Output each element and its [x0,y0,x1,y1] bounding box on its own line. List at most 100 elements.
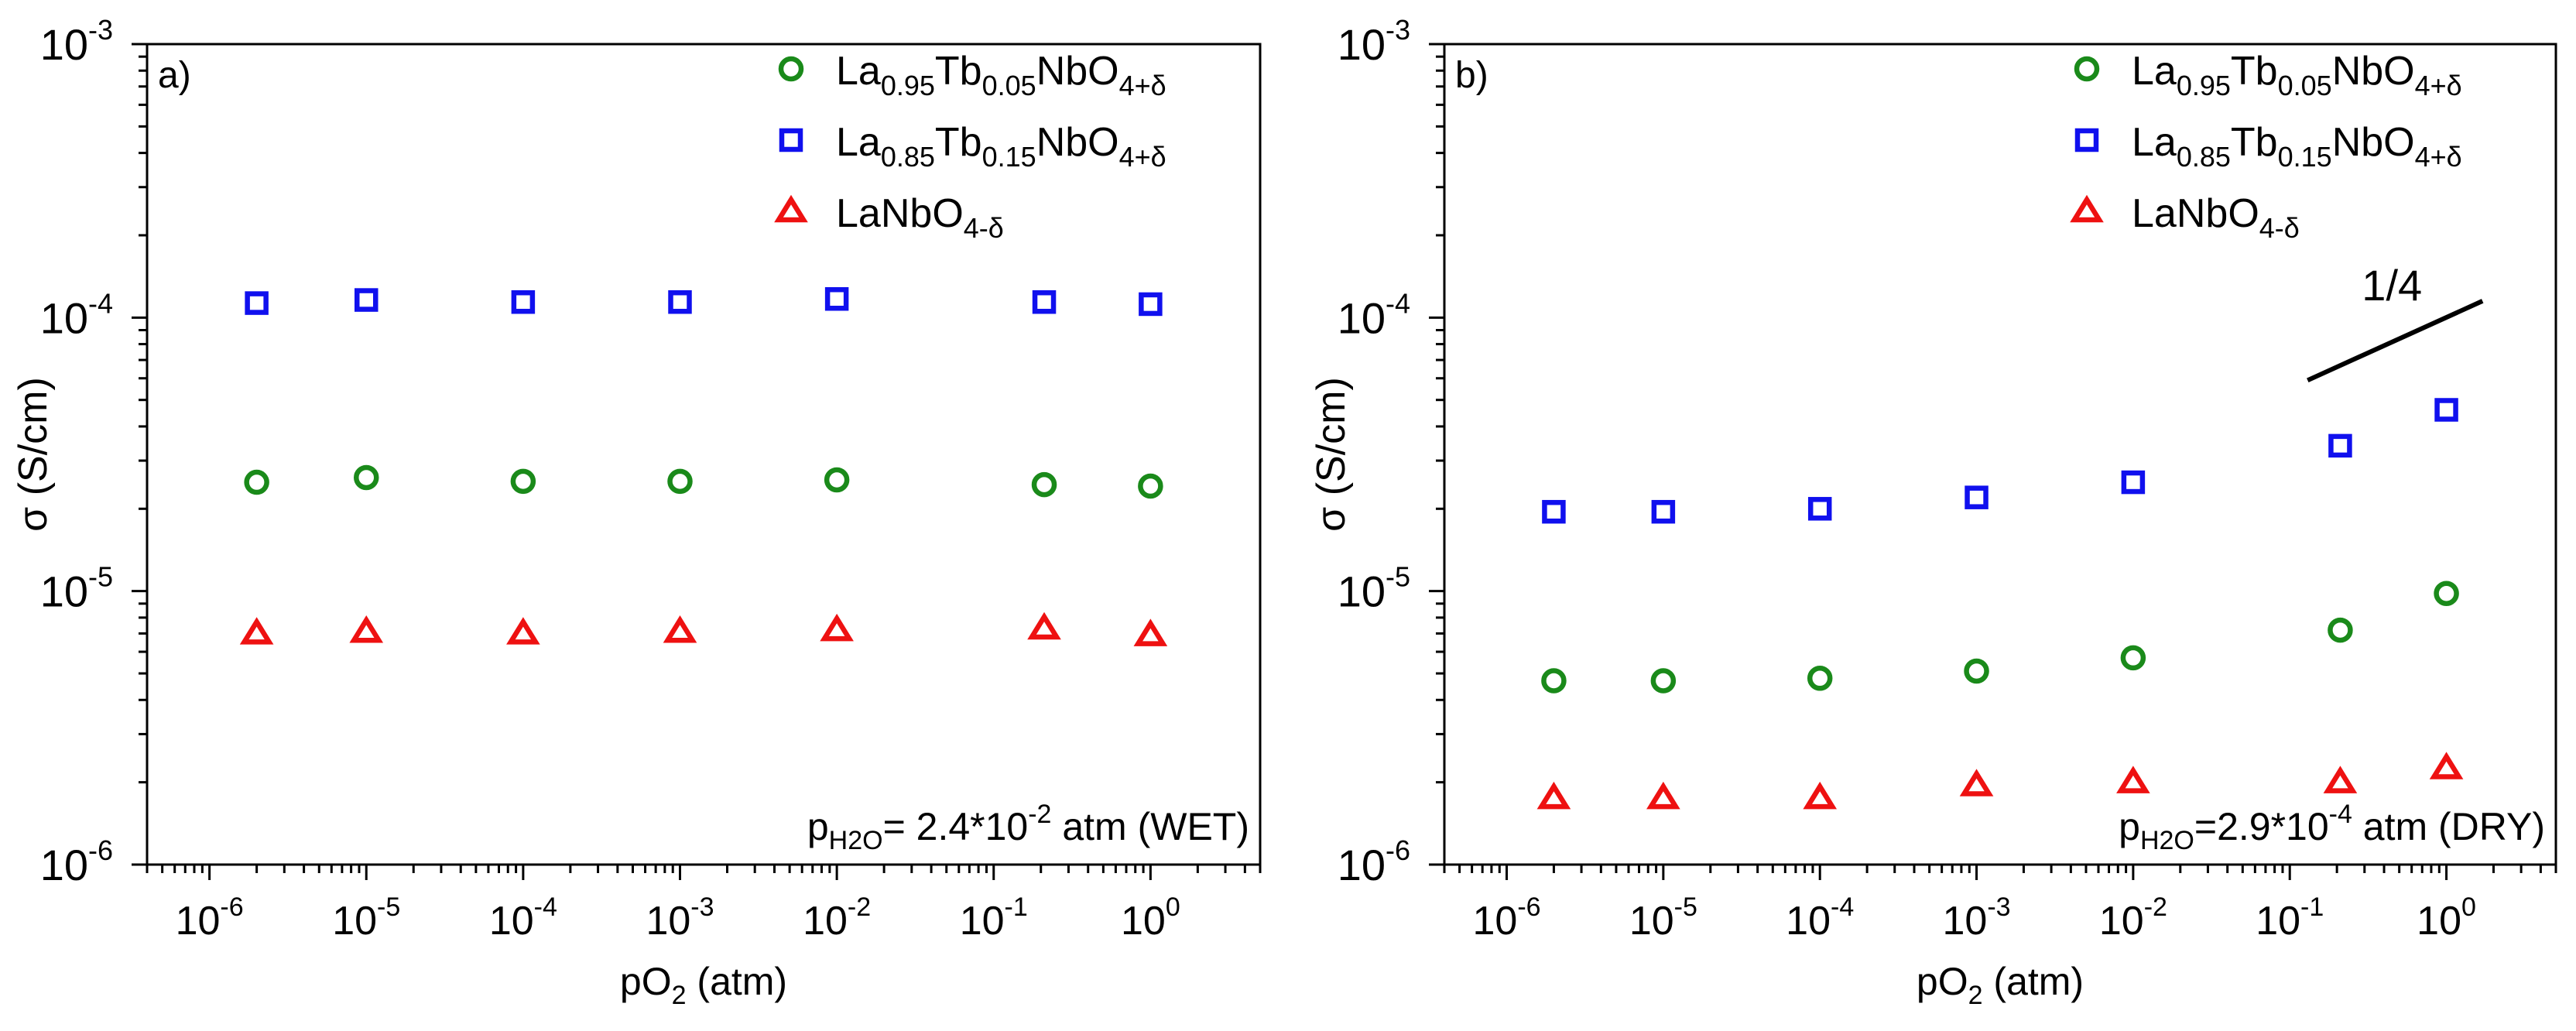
legend-marker [2070,194,2104,223]
data-point [1536,781,1571,810]
data-point [1541,668,1567,694]
data-point [506,617,540,645]
data-point [1965,485,1989,509]
plot-frame [146,43,1262,866]
x-tick-label: 100 [1121,892,1180,944]
data-point [1959,769,1994,796]
y-axis-label: σ (S/cm) [11,377,56,532]
y-tick-label: 10-4 [40,287,113,342]
legend: La0.95Tb0.05NbO4+δ La0.85Tb0.15NbO4+δ LaNb… [774,49,1166,244]
data-point [2429,752,2464,779]
legend-marker [779,128,803,152]
y-tick-label: 10-5 [40,561,113,616]
legend-marker [774,194,808,223]
data-point [820,613,854,642]
data-point [245,291,269,315]
x-tick-label: 100 [2417,892,2476,944]
x-tick-label: 10-6 [176,892,244,944]
x-tick-label: 10-6 [1472,892,1540,944]
conditions-annotation: pH2O=2.9*10-4 atm (DRY) [2119,800,2545,855]
y-tick-label: 10-3 [40,14,113,69]
conditions-annotation: pH2O= 2.4*10-2 atm (WET) [807,800,1249,855]
x-tick-label: 10-3 [646,892,714,944]
series-square [245,286,1163,317]
data-point [668,289,692,314]
series-circle [244,464,1163,499]
legend-marker [2074,128,2099,152]
data-point [1139,292,1163,317]
data-point [2434,581,2459,607]
data-point [1650,668,1677,694]
panel-a: 10-6 10-5 10-4 10-3 10-2 10-1 10010-610-510-41… [11,14,1262,1010]
panel-b: 10-6 10-5 10-4 10-3 10-2 10-1 10010-610-510-41… [1309,14,2557,1010]
data-point [1964,658,1989,684]
legend-label: La0.95Tb0.05NbO4+δ [836,49,1166,101]
data-point [2434,398,2458,422]
data-point [2328,433,2352,458]
data-point [2116,766,2150,793]
data-point [2323,766,2358,793]
legend-label: La0.85Tb0.15NbO4+δ [2132,120,2462,173]
legend-label: La0.85Tb0.15NbO4+δ [836,120,1166,173]
legend-label: LaNbO4-δ [836,191,1004,244]
panel-label: b) [1455,55,1488,96]
y-tick-label: 10-4 [1338,287,1410,342]
data-point [1542,499,1566,524]
slope-line [2307,299,2484,383]
legend-marker [778,56,804,82]
x-axis-label: pO2 (atm) [1917,960,2084,1010]
x-tick-label: 10-4 [489,892,557,944]
data-point [354,464,379,491]
data-point [1646,781,1680,810]
y-tick-label: 10-3 [1338,14,1410,69]
y-tick-label: 10-6 [40,834,113,889]
legend-label: LaNbO4-δ [2132,191,2300,244]
data-point [667,468,693,495]
series-circle [1541,581,2459,694]
x-tick-label: 10-1 [2256,892,2324,944]
y-tick-label: 10-5 [1338,561,1410,616]
data-point [1651,499,1676,524]
x-tick-labels: 10-6 10-5 10-4 10-3 10-2 10-1 100 [1472,892,2475,944]
data-point [824,467,850,493]
y-tick-labels: 10-6 10-5 10-4 10-3 [40,14,113,889]
panel-label: a) [158,55,191,96]
data-point [663,615,697,643]
series-triangle [1536,752,2464,810]
x-tick-label: 10-5 [1629,892,1697,944]
data-point [1027,611,1061,640]
data-point [1031,471,1057,498]
x-tick-label: 10-2 [803,892,871,944]
x-tick-label: 10-5 [332,892,400,944]
legend-label: La0.95Tb0.05NbO4+δ [2132,49,2462,101]
data-point [244,469,269,495]
data-point [510,468,536,495]
series-square [1542,398,2458,524]
y-tick-labels: 10-6 10-5 10-4 10-3 [1338,14,1410,889]
x-axis-label: pO2 (atm) [620,960,787,1010]
slope-label: 1/4 [2362,261,2422,310]
data-point [1803,781,1838,810]
data-point [824,286,849,311]
data-point [1138,473,1163,499]
data-point [2328,617,2353,643]
legend-marker [2074,56,2100,82]
x-tick-label: 10-1 [960,892,1028,944]
data-point [1807,666,1833,691]
data-point [355,288,379,312]
plot-frame [1443,43,2557,866]
data-point [2120,645,2146,671]
x-tick-label: 10-2 [2099,892,2167,944]
x-tick-label: 10-4 [1786,892,1854,944]
data-point [349,615,384,643]
legend: La0.95Tb0.05NbO4+δ La0.85Tb0.15NbO4+δ LaNb… [2070,49,2462,244]
y-tick-label: 10-6 [1338,834,1410,889]
data-point [1032,289,1057,314]
data-point [1133,618,1168,646]
x-tick-labels: 10-6 10-5 10-4 10-3 10-2 10-1 100 [176,892,1180,944]
data-point [1807,497,1832,521]
y-axis-label: σ (S/cm) [1309,377,1354,532]
data-point [239,617,274,645]
series-triangle [239,611,1168,646]
